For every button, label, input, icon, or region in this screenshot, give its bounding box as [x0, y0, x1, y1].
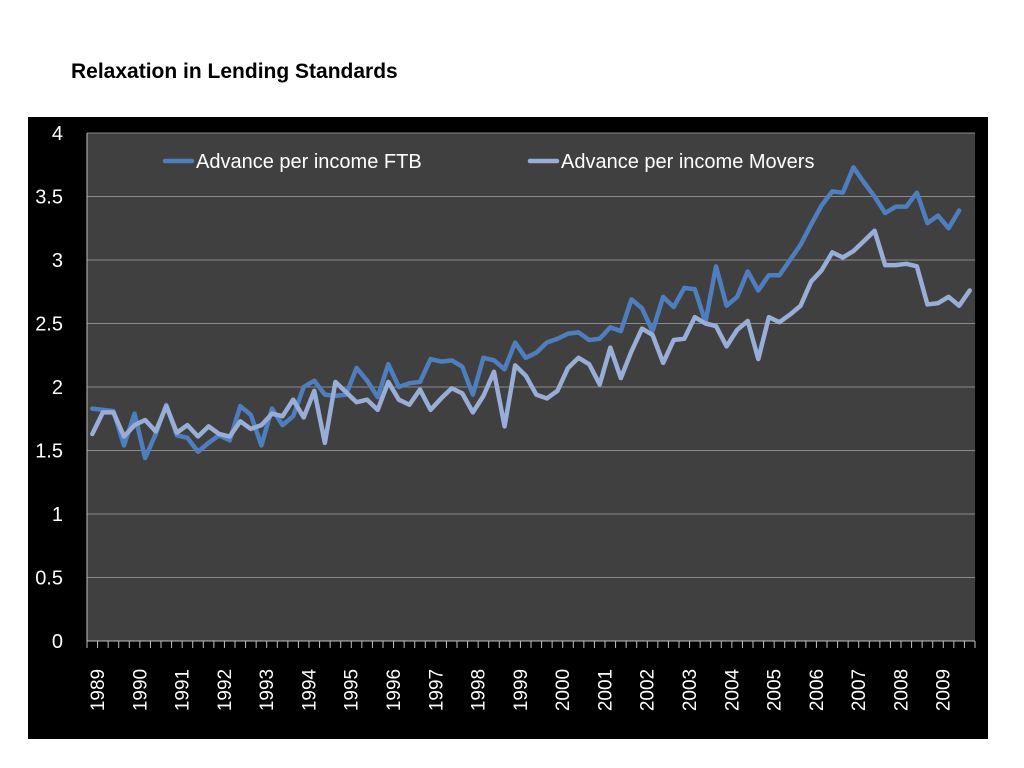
legend-label: Advance per income FTB	[196, 151, 422, 173]
y-tick-label: 1.5	[35, 441, 63, 463]
x-tick-label: 1994	[299, 668, 320, 711]
y-tick-label: 3.5	[35, 187, 63, 209]
y-tick-label: 3	[52, 250, 63, 272]
x-tick-label: 1998	[469, 669, 490, 711]
x-tick-label: 1993	[257, 669, 278, 711]
x-tick-label: 2007	[849, 669, 870, 711]
x-tick-label: 2001	[595, 669, 616, 711]
series-lines	[90, 165, 972, 461]
x-tick-label: 2006	[807, 669, 828, 711]
x-tick-label: 1989	[88, 669, 109, 711]
x-axis: 1989 1990 1991 1992 1993 1994 1995 1996 1997 1998…	[86, 640, 976, 711]
x-tick-label: 1991	[173, 669, 194, 711]
legend: Advance per income FTB Advance per income…	[162, 151, 814, 173]
x-tick-label: 2003	[680, 669, 701, 711]
x-tick-label: 2008	[891, 669, 912, 711]
x-tick-label: 1995	[342, 669, 363, 711]
x-tick-label: 2002	[638, 669, 659, 711]
y-tick-label: 2	[52, 377, 63, 399]
y-tick-label: 1	[52, 504, 63, 526]
x-tick-label: 1997	[426, 669, 447, 711]
series-line-ftb	[90, 165, 962, 461]
page-title: Relaxation in Lending Standards	[71, 60, 398, 83]
y-tick-label: 0	[52, 631, 63, 653]
x-tick-label: 1999	[511, 669, 532, 711]
x-tick-label: 1996	[384, 669, 405, 711]
x-tick-label: 2000	[553, 669, 574, 711]
x-tick-label: 1990	[130, 669, 151, 711]
legend-label: Advance per income Movers	[561, 151, 814, 173]
series-line-movers	[90, 228, 972, 446]
y-tick-label: 0.5	[35, 568, 63, 590]
x-tick-label: 2004	[722, 668, 743, 711]
y-tick-label: 2.5	[35, 314, 63, 336]
x-tick-label: 1992	[215, 669, 236, 711]
y-tick-label: 4	[52, 123, 63, 145]
x-tick-label: 2005	[765, 669, 786, 711]
y-axis: 0 0.5 1 1.5 2 2.5 3 3.5 4	[35, 123, 88, 653]
x-tick-label: 2009	[934, 669, 955, 711]
